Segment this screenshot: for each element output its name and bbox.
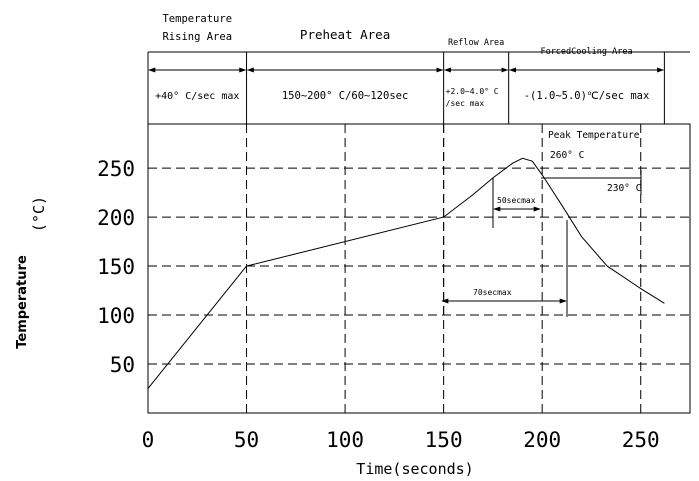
- zone-rate-1-0: 150~200° C/60~120sec: [282, 90, 408, 102]
- level-230-label: 230° C: [607, 183, 641, 194]
- y-tick-100: 100: [97, 304, 135, 328]
- x-tick-250: 250: [622, 428, 660, 452]
- zone-rate-2-1: /sec max: [446, 99, 485, 108]
- x-tick-0: 0: [142, 428, 155, 452]
- zone-title-3-0: ForcedCooling Area: [540, 47, 632, 57]
- zone-rate-3-0: -(1.0~5.0)℃/sec max: [524, 90, 650, 102]
- x-tick-100: 100: [326, 428, 364, 452]
- span-70-label: 70secmax: [473, 288, 512, 297]
- zone-header: Temperature Rising Area Preheat Area Reflow…: [147, 13, 690, 318]
- y-axis-title-main: Temperature: [15, 255, 30, 349]
- zone-rate-0-0: +40° C/sec max: [155, 91, 239, 102]
- zone-arrows: [147, 52, 665, 318]
- y-axis-title-unit: (°C): [30, 196, 48, 232]
- y-tick-150: 150: [97, 255, 135, 279]
- series-temperature-profile: [147, 157, 665, 389]
- zone-title-0-0: Temperature: [162, 13, 232, 25]
- zone-title-1-0: Preheat Area: [300, 27, 390, 42]
- annotations: Peak Temperature 260° C 230° C 50secmax …: [441, 130, 642, 317]
- peak-value-label: 260° C: [550, 150, 584, 161]
- peak-title-label: Peak Temperature: [548, 130, 640, 141]
- series-line-0: [147, 157, 665, 389]
- y-tick-250: 250: [97, 157, 135, 181]
- y-tick-50: 50: [110, 353, 135, 377]
- zone-title-0-1: Rising Area: [162, 31, 232, 43]
- zone-titles: Temperature Rising Area Preheat Area Reflow…: [162, 13, 632, 57]
- y-tick-labels: 50 100 150 200 250: [97, 157, 135, 377]
- grid-lines: [148, 124, 690, 413]
- x-tick-200: 200: [523, 428, 561, 452]
- y-tick-200: 200: [97, 206, 135, 230]
- x-axis-title: Time(seconds): [356, 460, 473, 478]
- plot-frame: [147, 123, 691, 414]
- zone-title-2-0: Reflow Area: [448, 38, 504, 48]
- zone-rates: +40° C/sec max 150~200° C/60~120sec +2.0~4…: [155, 87, 649, 108]
- zone-rate-2-0: +2.0~4.0° C: [446, 87, 499, 96]
- span-50-label: 50secmax: [497, 196, 536, 205]
- x-tick-150: 150: [425, 428, 463, 452]
- x-tick-labels: 0 50 100 150 200 250: [142, 428, 660, 452]
- x-tick-50: 50: [234, 428, 259, 452]
